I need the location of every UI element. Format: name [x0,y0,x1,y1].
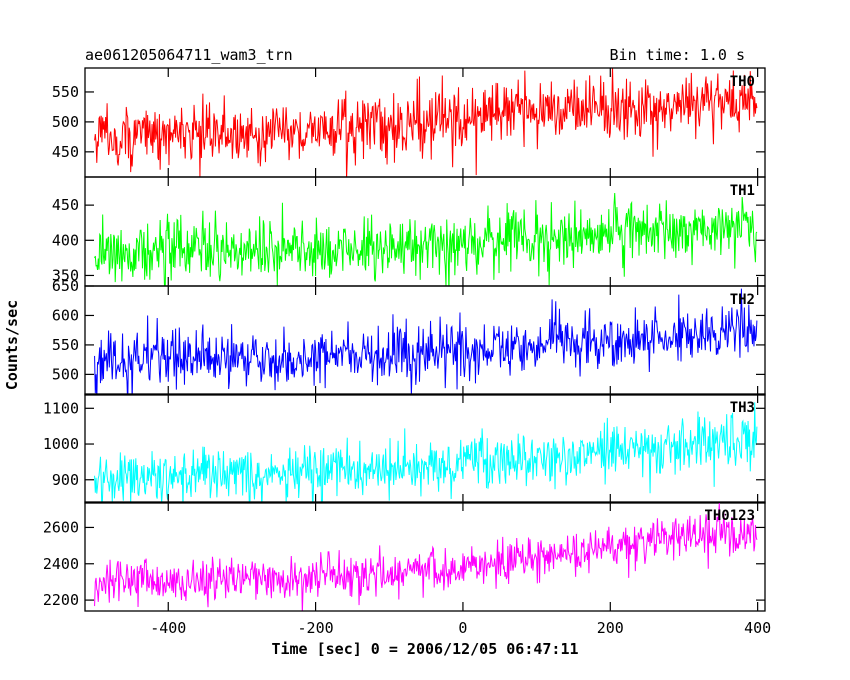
x-tick-label: 0 [458,619,467,637]
x-tick-label: 200 [597,619,624,637]
chart-title: ae061205064711_wam3_trn [85,46,293,64]
x-axis-label: Time [sec] 0 = 2006/12/05 06:47:11 [271,640,578,658]
panel-frame [84,393,766,504]
y-tick-label: 900 [52,471,79,489]
panel-label: TH0123 [704,508,755,524]
panel-label: TH1 [730,183,755,199]
series-th1 [94,193,758,286]
y-tick-label: 1100 [43,399,79,417]
x-axis-ticks: -400 -200 0 200 400 [150,619,771,637]
y-tick-label: 400 [52,231,79,249]
panel-th3: 900 1000 1100 TH3 [43,393,766,504]
y-tick-label: 450 [52,143,79,161]
y-tick-label: 2600 [43,518,79,536]
y-tick-label: 600 [52,306,79,324]
x-tick-label: 400 [744,619,771,637]
panel-label: TH2 [730,292,755,308]
series-th3 [94,402,758,503]
panel-label: TH3 [730,400,755,416]
series-th0 [94,68,758,177]
panels-group: 450 500 550 TH0 350 400 450 TH1 500 550 600 650 TH2 9… [43,67,766,612]
series-th0123 [94,503,758,611]
y-tick-label: 650 [52,277,79,295]
y-tick-label: 1000 [43,435,79,453]
panel-th0123: 2200 2400 2600 TH0123 [43,501,766,612]
y-tick-label: 2400 [43,555,79,573]
series-th2 [94,288,758,395]
y-tick-label: 450 [52,196,79,214]
panel-label: TH0 [730,74,755,90]
panel-th2: 500 550 600 650 TH2 [52,277,766,396]
y-tick-label: 2200 [43,591,79,609]
y-tick-label: 350 [52,266,79,284]
panel-frame [84,501,766,612]
x-tick-label: -200 [298,619,334,637]
y-tick-label: 500 [52,113,79,131]
panel-th0: 450 500 550 TH0 [52,67,766,178]
panel-th1: 350 400 450 TH1 [52,176,766,287]
panel-frame [84,285,766,396]
y-tick-label: 550 [52,83,79,101]
y-tick-label: 500 [52,365,79,383]
bin-time-label: Bin time: 1.0 s [610,46,745,64]
y-tick-label: 550 [52,336,79,354]
x-tick-label: -400 [150,619,186,637]
y-axis-label: Counts/sec [3,300,21,390]
